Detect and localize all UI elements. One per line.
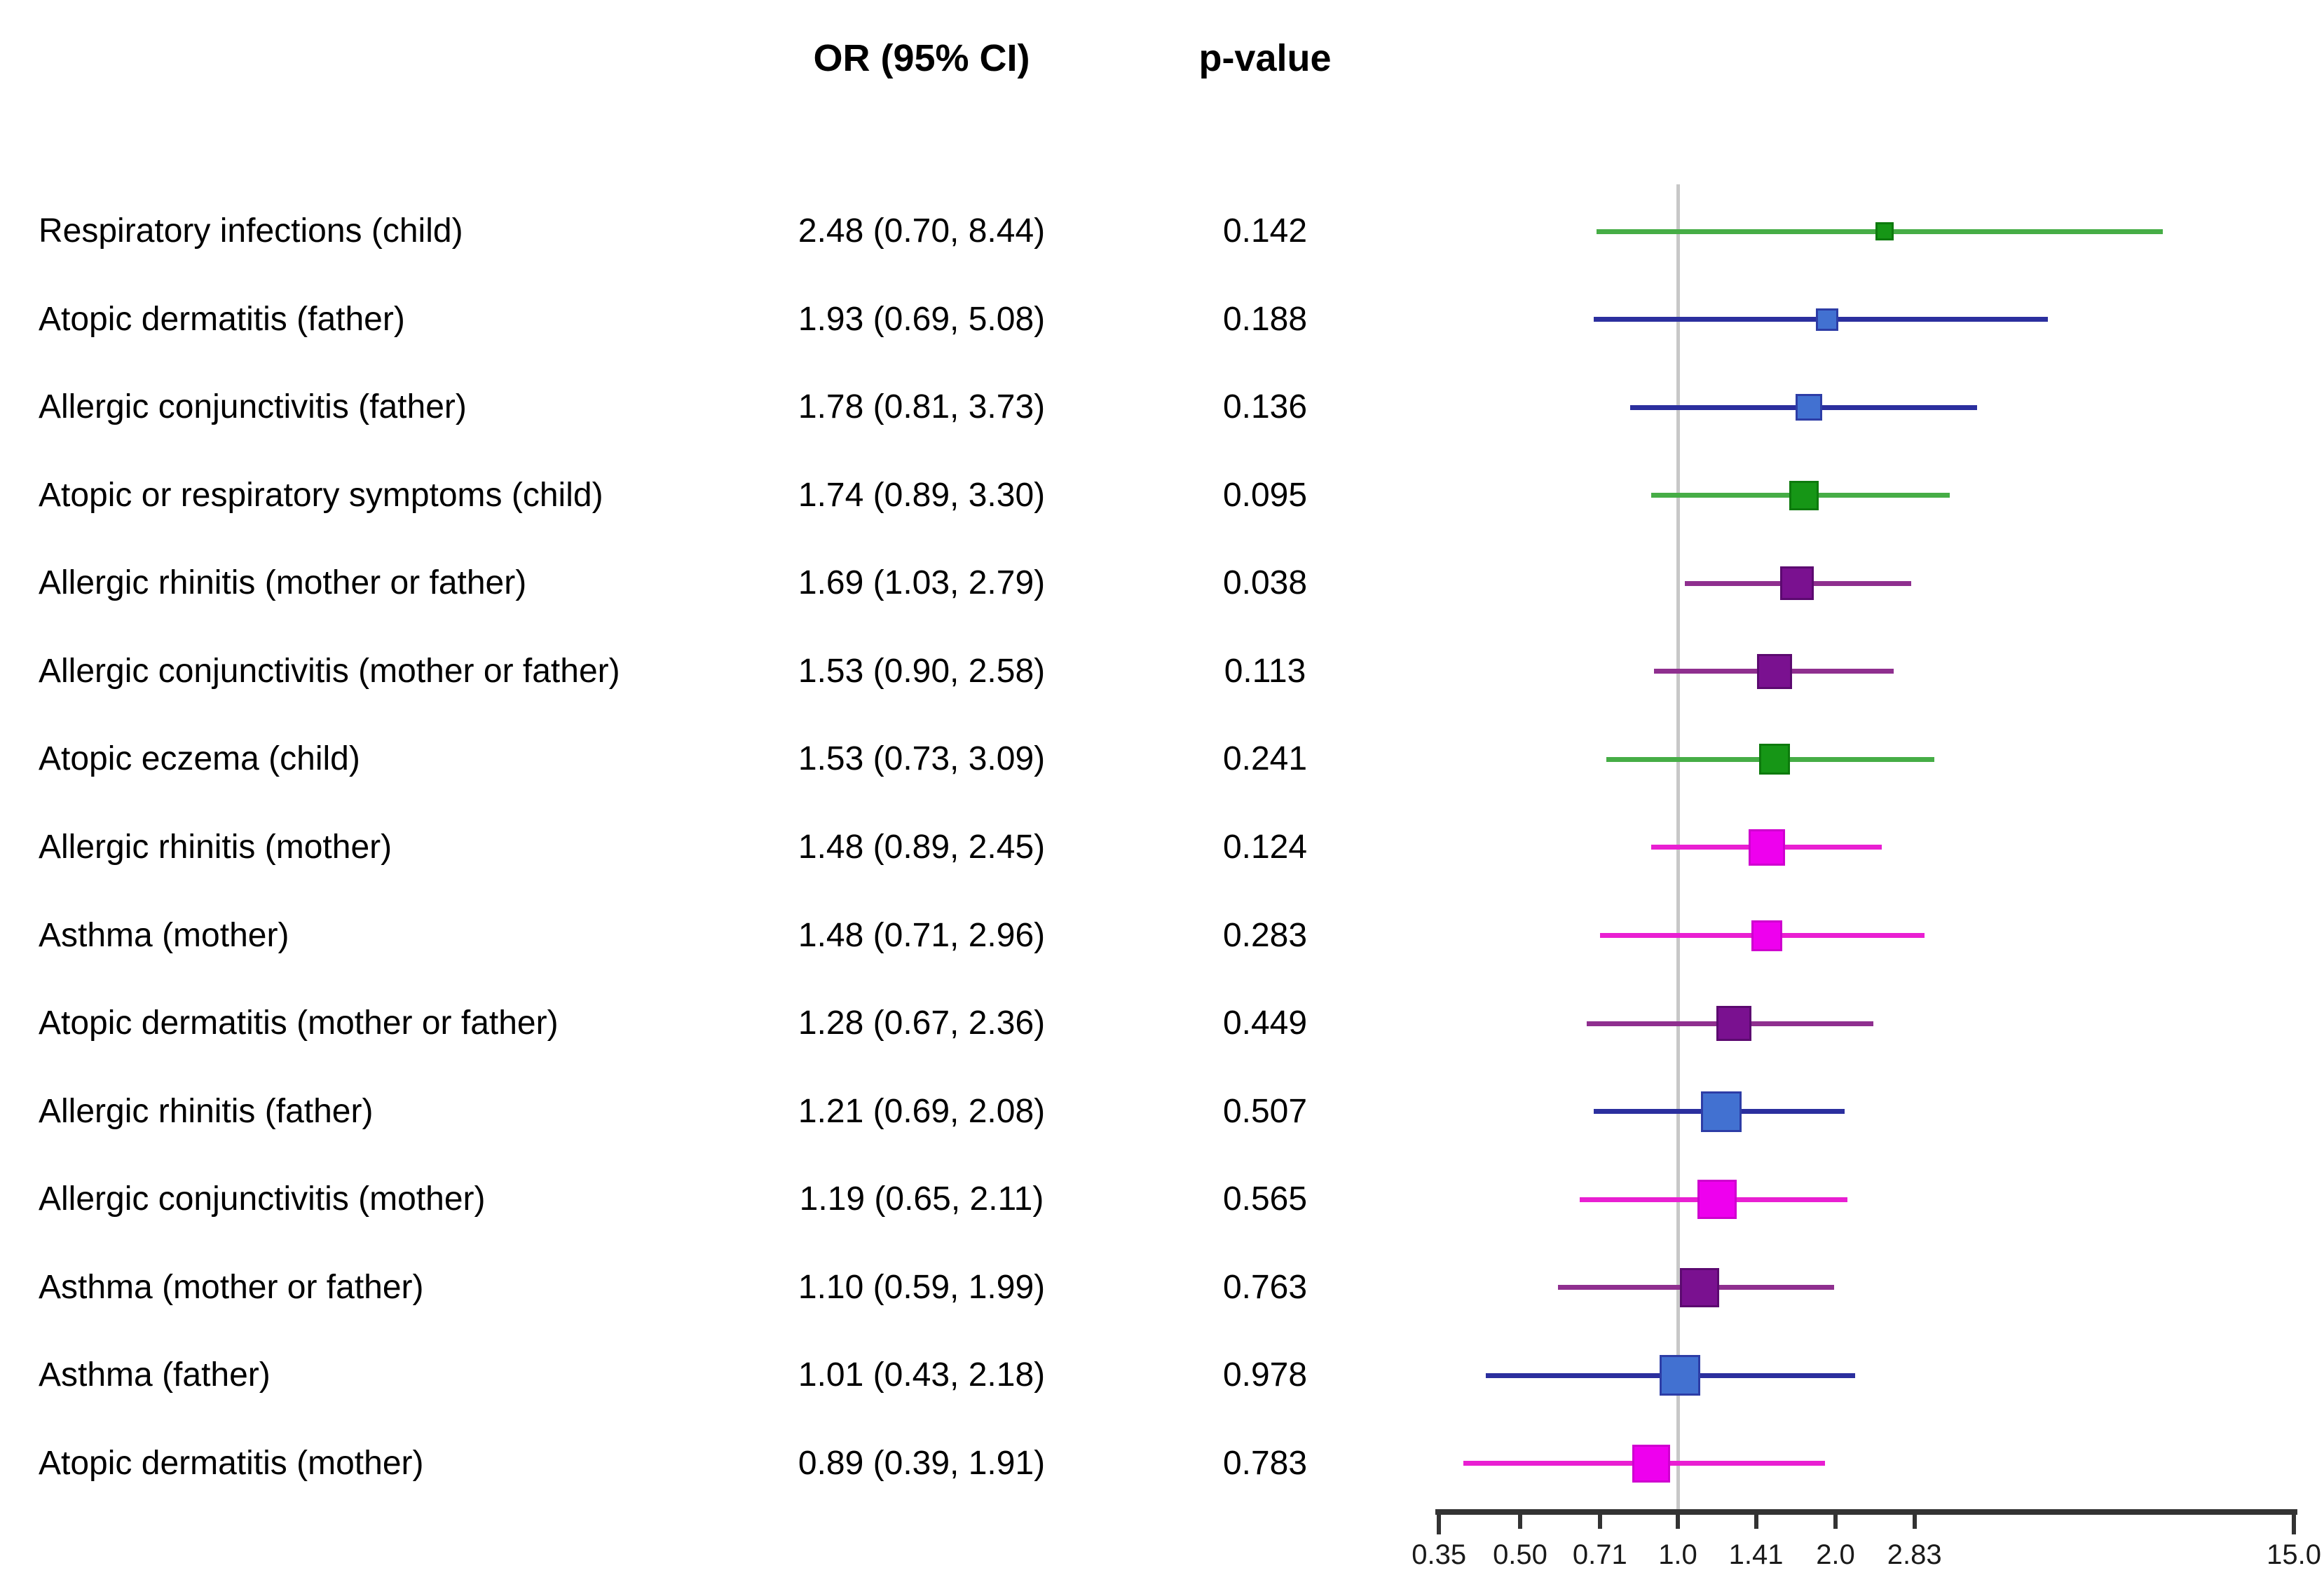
axis-tick-label: 1.0 xyxy=(1658,1539,1697,1570)
p-value: 0.449 xyxy=(1222,1004,1308,1042)
p-value: 0.113 xyxy=(1224,652,1306,690)
or-ci-value: 1.28 (0.67, 2.36) xyxy=(798,1004,1046,1042)
or-ci-value: 1.53 (0.73, 3.09) xyxy=(798,740,1046,778)
p-value: 0.507 xyxy=(1222,1092,1308,1130)
p-value: 0.136 xyxy=(1222,388,1308,426)
p-value: 0.783 xyxy=(1222,1444,1308,1482)
p-value: 0.095 xyxy=(1222,476,1308,514)
axis-tick-label: 15.0 xyxy=(2267,1539,2321,1570)
x-axis-line xyxy=(1435,1509,2298,1515)
or-ci-value: 1.53 (0.90, 2.58) xyxy=(798,652,1046,690)
axis-tick-label: 2.83 xyxy=(1887,1539,1942,1570)
or-marker xyxy=(1660,1355,1701,1396)
axis-tick xyxy=(1676,1515,1680,1529)
p-value: 0.978 xyxy=(1222,1356,1308,1394)
or-ci-value: 1.78 (0.81, 3.73) xyxy=(798,388,1046,426)
row-label: Asthma (mother or father) xyxy=(39,1268,424,1306)
axis-tick-label: 0.71 xyxy=(1572,1539,1627,1570)
axis-tick xyxy=(1597,1515,1602,1529)
column-header-or: OR (95% CI) xyxy=(813,37,1030,79)
or-marker xyxy=(1716,1006,1752,1042)
or-ci-value: 2.48 (0.70, 8.44) xyxy=(798,212,1046,250)
row-label: Atopic dermatitis (mother) xyxy=(39,1444,424,1482)
p-value: 0.124 xyxy=(1222,828,1308,866)
row-label: Atopic dermatitis (father) xyxy=(39,300,405,338)
row-label: Allergic rhinitis (mother or father) xyxy=(39,564,527,602)
p-value: 0.241 xyxy=(1222,740,1308,778)
row-label: Allergic rhinitis (father) xyxy=(39,1092,374,1130)
or-ci-value: 1.10 (0.59, 1.99) xyxy=(798,1268,1046,1306)
or-ci-value: 1.01 (0.43, 2.18) xyxy=(798,1356,1046,1394)
row-label: Allergic conjunctivitis (mother or fathe… xyxy=(39,652,620,690)
or-ci-value: 1.21 (0.69, 2.08) xyxy=(798,1092,1046,1130)
or-marker xyxy=(1632,1444,1671,1483)
axis-tick-label: 2.0 xyxy=(1816,1539,1855,1570)
or-marker xyxy=(1780,566,1814,601)
or-ci-value: 1.74 (0.89, 3.30) xyxy=(798,476,1046,514)
or-ci-value: 1.19 (0.65, 2.11) xyxy=(799,1180,1044,1218)
column-header-pvalue: p-value xyxy=(1198,37,1332,79)
or-marker xyxy=(1749,829,1786,866)
or-marker xyxy=(1697,1180,1737,1220)
p-value: 0.038 xyxy=(1222,564,1308,602)
or-marker xyxy=(1816,308,1839,331)
row-label: Atopic eczema (child) xyxy=(39,740,360,778)
axis-tick xyxy=(2292,1515,2297,1534)
or-marker xyxy=(1789,480,1819,510)
row-label: Allergic conjunctivitis (mother) xyxy=(39,1180,486,1218)
axis-tick-label: 1.41 xyxy=(1728,1539,1784,1570)
row-label: Asthma (mother) xyxy=(39,916,289,954)
or-marker xyxy=(1679,1267,1719,1307)
axis-tick xyxy=(1518,1515,1522,1529)
axis-tick xyxy=(1912,1515,1917,1529)
or-marker xyxy=(1759,744,1791,775)
row-label: Allergic rhinitis (mother) xyxy=(39,828,392,866)
or-marker xyxy=(1796,394,1823,421)
or-marker xyxy=(1751,920,1783,951)
row-label: Asthma (father) xyxy=(39,1356,271,1394)
or-ci-value: 1.48 (0.89, 2.45) xyxy=(798,828,1046,866)
p-value: 0.565 xyxy=(1222,1180,1308,1218)
p-value: 0.283 xyxy=(1222,916,1308,954)
axis-tick-label: 0.50 xyxy=(1493,1539,1547,1570)
or-marker xyxy=(1700,1091,1742,1132)
axis-tick xyxy=(1833,1515,1838,1529)
axis-tick-label: 0.35 xyxy=(1412,1539,1467,1570)
or-ci-value: 0.89 (0.39, 1.91) xyxy=(798,1444,1046,1482)
p-value: 0.188 xyxy=(1222,300,1308,338)
row-label: Atopic or respiratory symptoms (child) xyxy=(39,476,603,514)
row-label: Atopic dermatitis (mother or father) xyxy=(39,1004,559,1042)
p-value: 0.763 xyxy=(1222,1268,1308,1306)
or-ci-value: 1.93 (0.69, 5.08) xyxy=(798,300,1046,338)
row-label: Allergic conjunctivitis (father) xyxy=(39,388,467,426)
or-marker xyxy=(1757,653,1793,689)
axis-tick xyxy=(1437,1515,1442,1534)
row-label: Respiratory infections (child) xyxy=(39,212,463,250)
or-ci-value: 1.69 (1.03, 2.79) xyxy=(798,564,1046,602)
or-ci-value: 1.48 (0.71, 2.96) xyxy=(798,916,1046,954)
or-marker xyxy=(1875,222,1894,240)
axis-tick xyxy=(1754,1515,1758,1529)
p-value: 0.142 xyxy=(1222,212,1308,250)
